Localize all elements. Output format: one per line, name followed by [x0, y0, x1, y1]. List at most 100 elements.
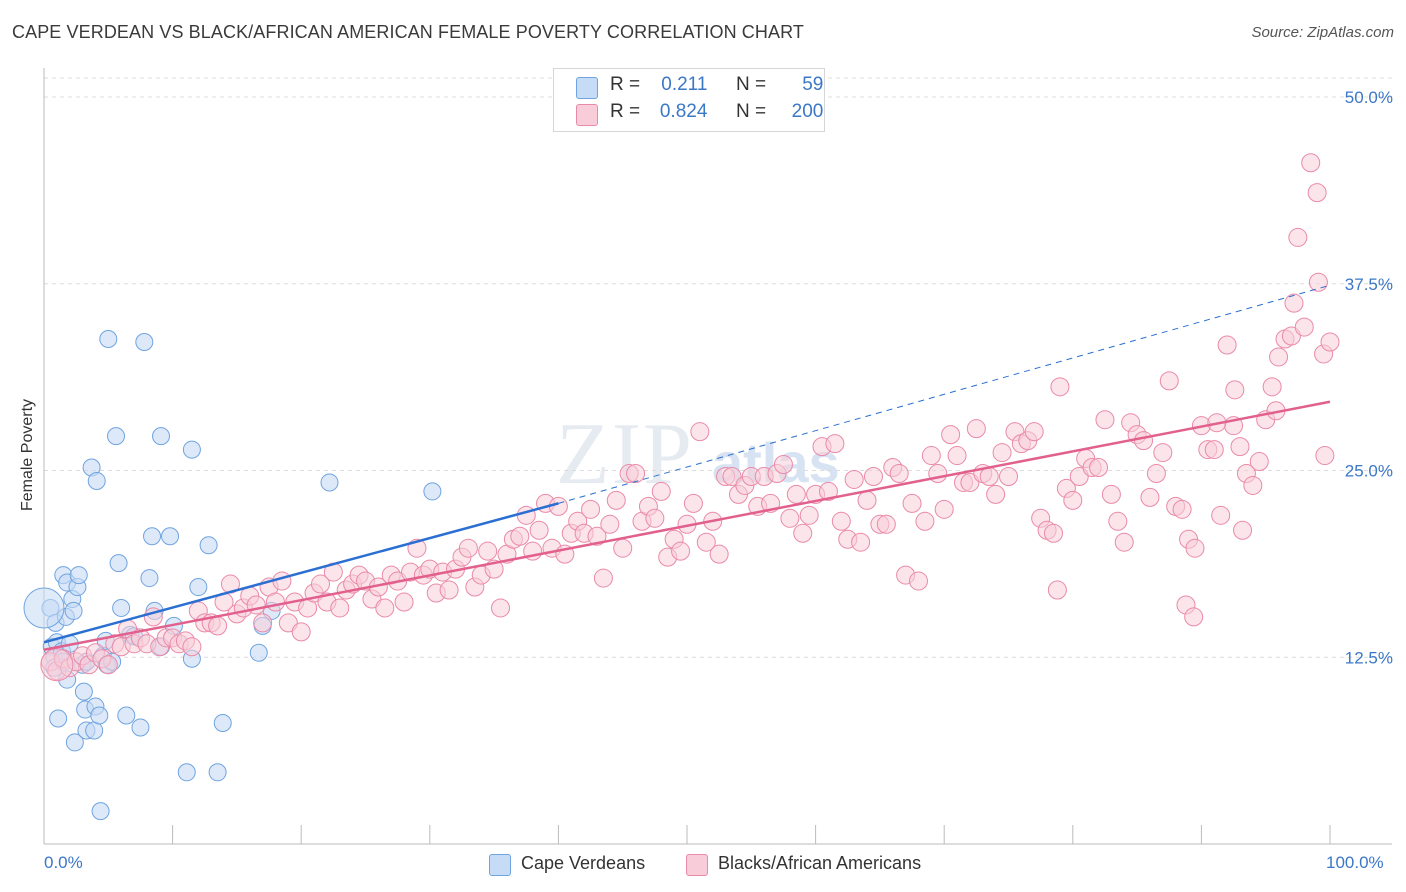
- data-point-black-african-american: [1211, 505, 1231, 525]
- data-point-cape-verdean: [161, 527, 180, 546]
- data-point-black-african-american: [1047, 580, 1067, 600]
- data-point-black-african-american: [651, 481, 671, 501]
- data-point-black-african-american: [908, 571, 928, 591]
- legend-r-label: R =: [610, 101, 641, 122]
- axes: [43, 68, 1392, 845]
- data-point-black-african-american: [439, 580, 459, 600]
- data-point-black-african-american: [613, 538, 633, 558]
- legend-n-value: 59: [802, 74, 824, 95]
- data-point-black-african-american: [992, 443, 1012, 463]
- data-point-black-african-american: [979, 466, 999, 486]
- y-tick-label: 37.5%: [1345, 275, 1393, 294]
- legend-swatch-pink: [576, 104, 598, 126]
- data-point-black-african-american: [1233, 520, 1253, 540]
- data-point-black-african-american: [330, 598, 350, 618]
- data-point-black-african-american: [394, 592, 414, 612]
- source-label: Source: ZipAtlas.com: [1251, 24, 1394, 41]
- x-axis-max-label: 100.0%: [1326, 853, 1384, 872]
- data-point-black-african-american: [876, 514, 896, 534]
- data-point-black-african-american: [1269, 347, 1289, 367]
- data-point-black-african-american: [1288, 227, 1308, 247]
- data-point-cape-verdean: [65, 733, 84, 752]
- data-point-cape-verdean: [131, 718, 150, 737]
- data-point-black-african-american: [1101, 484, 1121, 504]
- data-point-black-african-american: [1320, 332, 1340, 352]
- data-point-cape-verdean: [91, 802, 110, 821]
- data-point-black-african-american: [1153, 443, 1173, 463]
- data-point-black-african-american: [1307, 183, 1327, 203]
- legend-text-2: R = 0.824 N = 200: [610, 101, 823, 123]
- data-point-cape-verdean: [117, 706, 136, 725]
- x-axis-min-label: 0.0%: [44, 853, 83, 872]
- data-point-black-african-american: [1249, 452, 1269, 472]
- data-point-black-african-american: [690, 422, 710, 442]
- data-point-cape-verdean: [69, 566, 88, 585]
- data-point-cape-verdean: [189, 578, 208, 597]
- y-tick-label: 50.0%: [1345, 88, 1393, 107]
- y-tick-label: 25.0%: [1345, 462, 1393, 481]
- trend-line-cape-verdeans: [43, 502, 559, 644]
- data-point-black-african-american: [941, 425, 961, 445]
- data-point-black-african-american: [683, 493, 703, 513]
- data-point-black-african-american: [773, 455, 793, 475]
- data-point-cape-verdean: [74, 682, 93, 701]
- data-point-black-african-american: [626, 463, 646, 483]
- data-point-black-african-american: [818, 481, 838, 501]
- data-point-black-african-american: [709, 544, 729, 564]
- legend-swatch-blue: [576, 77, 598, 99]
- legend-swatch-blue: [489, 854, 511, 876]
- data-point-black-african-american: [921, 446, 941, 466]
- data-point-black-african-american: [478, 541, 498, 561]
- data-point-cape-verdean: [177, 763, 196, 782]
- data-point-black-african-american: [825, 434, 845, 454]
- data-point-black-african-american: [966, 419, 986, 439]
- data-point-black-african-american: [1315, 446, 1335, 466]
- y-tick-label: 12.5%: [1345, 648, 1393, 667]
- data-point-black-african-american: [593, 568, 613, 588]
- data-point-black-african-american: [491, 598, 511, 618]
- black-african-american-points: [40, 153, 1340, 682]
- data-point-black-african-american: [510, 526, 530, 546]
- data-point-cape-verdean: [109, 554, 128, 573]
- data-point-black-african-american: [786, 484, 806, 504]
- data-point-black-african-american: [934, 499, 954, 519]
- stats-legend: R = 0.211 N = 59 R = 0.824 N = 200: [553, 68, 825, 132]
- legend-r-value: 0.824: [659, 101, 708, 122]
- data-point-black-african-american: [1308, 272, 1328, 292]
- data-point-black-african-american: [1243, 475, 1263, 495]
- data-point-black-african-american: [986, 484, 1006, 504]
- series-legend: Cape Verdeans Blacks/African Americans: [0, 852, 1406, 878]
- data-point-cape-verdean: [143, 527, 162, 546]
- data-point-black-african-american: [851, 532, 871, 552]
- data-point-black-african-american: [516, 505, 536, 525]
- data-point-black-african-american: [799, 505, 819, 525]
- data-point-black-african-american: [1140, 487, 1160, 507]
- chart-title: CAPE VERDEAN VS BLACK/AFRICAN AMERICAN F…: [12, 22, 804, 42]
- data-point-black-african-american: [780, 508, 800, 528]
- data-point-cape-verdean: [140, 569, 159, 588]
- data-point-black-african-american: [1301, 153, 1321, 173]
- data-point-cape-verdean: [90, 706, 109, 725]
- data-point-black-african-american: [1108, 511, 1128, 531]
- data-point-black-african-american: [844, 469, 864, 489]
- data-point-black-african-american: [1044, 523, 1064, 543]
- data-point-black-african-american: [253, 613, 273, 633]
- data-point-black-african-american: [1063, 490, 1083, 510]
- y-tick-labels: 12.5% 25.0% 37.5% 50.0%: [1345, 88, 1393, 667]
- data-point-black-african-american: [1024, 422, 1044, 442]
- legend-r-value: 0.211: [661, 74, 708, 95]
- data-point-black-african-american: [606, 490, 626, 510]
- data-point-black-african-american: [1230, 437, 1250, 457]
- data-point-black-african-american: [581, 499, 601, 519]
- data-point-cape-verdean: [85, 721, 104, 740]
- data-point-black-african-american: [1114, 532, 1134, 552]
- data-point-black-african-american: [645, 508, 665, 528]
- data-point-black-african-american: [529, 520, 549, 540]
- data-point-black-african-american: [182, 637, 202, 657]
- data-point-cape-verdean: [112, 598, 131, 617]
- data-point-black-african-american: [98, 655, 118, 675]
- data-point-cape-verdean: [64, 601, 83, 620]
- data-point-black-african-american: [671, 541, 691, 561]
- data-point-cape-verdean: [152, 427, 171, 446]
